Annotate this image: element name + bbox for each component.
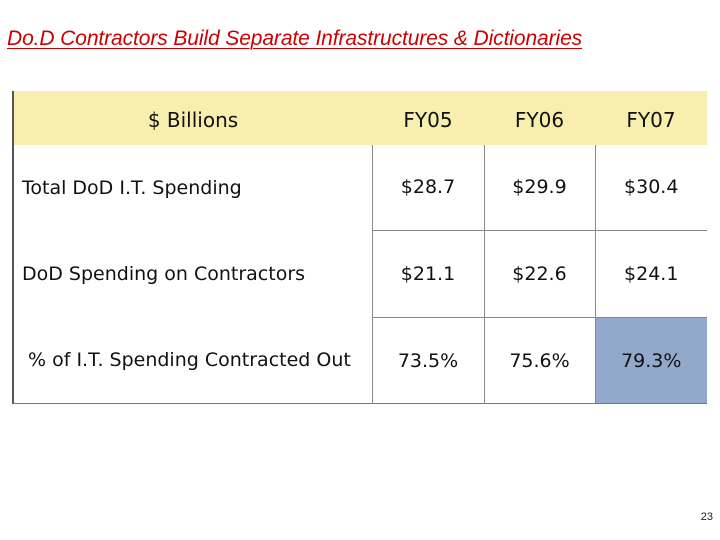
spending-table-container: $ Billions FY05 FY06 FY07 Total DoD I.T.… bbox=[12, 91, 707, 404]
cell-value: 73.5% bbox=[371, 317, 484, 403]
page-number: 23 bbox=[700, 511, 713, 523]
spending-table: $ Billions FY05 FY06 FY07 Total DoD I.T.… bbox=[14, 91, 707, 403]
cell-value: $21.1 bbox=[371, 230, 484, 319]
cell-value: 75.6% bbox=[483, 317, 595, 403]
table-row: DoD Spending on Contractors $21.1 $22.6 … bbox=[14, 230, 707, 319]
cell-value: $24.1 bbox=[594, 230, 707, 319]
table-header-row: $ Billions FY05 FY06 FY07 bbox=[14, 91, 707, 145]
row-label: Total DoD I.T. Spending bbox=[22, 176, 242, 199]
table-row: Total DoD I.T. Spending $28.7 $29.9 $30.… bbox=[14, 145, 707, 231]
header-fy05: FY05 bbox=[403, 107, 453, 132]
cell-value: $29.9 bbox=[483, 145, 595, 231]
slide-title: Do.D Contractors Build Separate Infrastr… bbox=[7, 27, 583, 50]
header-units: $ Billions bbox=[147, 107, 239, 132]
table-row: % of I.T. Spending Contracted Out 73.5% … bbox=[14, 317, 707, 403]
header-fy06: FY06 bbox=[514, 107, 565, 132]
cell-value: $30.4 bbox=[594, 145, 707, 231]
highlighted-cell-value: 79.3% bbox=[594, 317, 707, 403]
cell-value: $28.7 bbox=[371, 145, 484, 231]
row-label: % of I.T. Spending Contracted Out bbox=[28, 349, 351, 372]
row-label: DoD Spending on Contractors bbox=[22, 262, 306, 285]
header-fy07: FY07 bbox=[626, 107, 676, 132]
cell-value: $22.6 bbox=[483, 230, 595, 319]
